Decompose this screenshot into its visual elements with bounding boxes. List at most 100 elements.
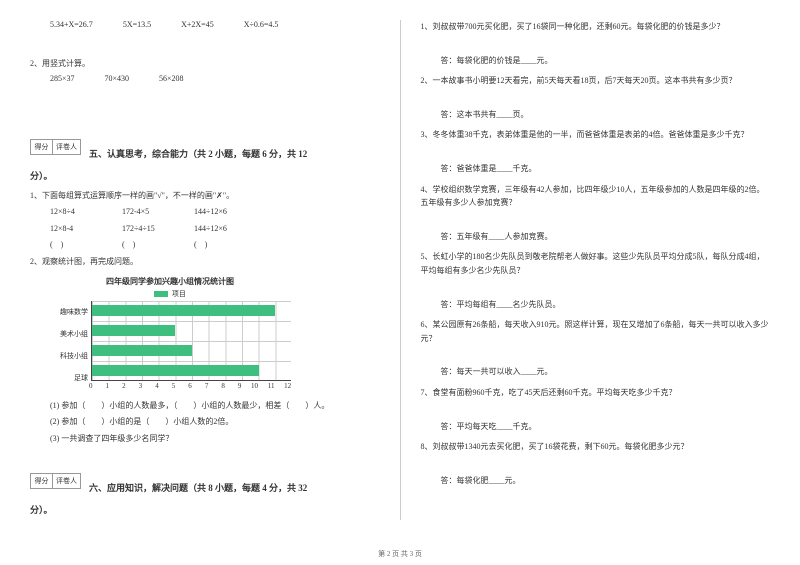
left-column: 5.34+X=26.7 5X=13.5 X+2X=45 X÷0.6=4.5 2、…	[30, 20, 380, 520]
vertical-calc-row: 285×37 70×430 56×208	[30, 74, 380, 83]
word-problem: 8、刘叔叔带1340元去买化肥，买了16袋花费，剩下60元。每袋化肥多少元？ 答：…	[421, 440, 771, 490]
problem-answer-line: 答：平均每天吃____千克。	[441, 420, 771, 434]
chart-category-label: 美术小组	[60, 324, 88, 344]
bar-chart: 四年级同学参加兴趣小组情况统计图 项目 趣味数学美术小组科技小组足球 01234…	[30, 276, 380, 390]
spacer	[421, 34, 771, 48]
chart-x-tick: 9	[225, 382, 242, 390]
problem-question: 2、一本故事书小明要12天看完，前5天每天看18页，后7天每天20页。这本书共有…	[421, 74, 771, 88]
s5-q2-sub: (1) 参加（ ）小组的人数最多，（ ）小组的人数最少，相差（ ）人。	[30, 399, 380, 413]
problem-answer-line: 答：这本书共有____页。	[441, 108, 771, 122]
chart-x-tick: 1	[93, 382, 110, 390]
chart-x-tick: 7	[192, 382, 209, 390]
right-column: 1、刘叔叔带700元买化肥，买了16袋同一种化肥，还剩60元。每袋化肥的价钱是多…	[421, 20, 771, 520]
problem-answer-line: 答：爸爸体重是____千克。	[441, 162, 771, 176]
s5-q1-row: ( ) ( ) ( )	[30, 238, 380, 252]
chart-x-axis: 0123456789101112	[91, 381, 291, 390]
legend-label: 项目	[172, 290, 186, 298]
section-6-header: 得分 评卷人 六、应用知识，解决问题（共 8 小题，每题 4 分，共 32	[30, 473, 380, 494]
problem-question: 7、食堂有面粉960千克，吃了45天后还剩60千克。平均每天吃多少千克？	[421, 386, 771, 400]
chart-plot-area	[91, 301, 291, 381]
equation-item: 5X=13.5	[123, 20, 151, 29]
chart-bar	[92, 345, 192, 356]
spacer	[421, 454, 771, 468]
problem-answer-line: 答：每袋化肥的价钱是____元。	[441, 54, 771, 68]
spacer	[421, 400, 771, 414]
equation-item: X÷0.6=4.5	[244, 20, 279, 29]
chart-x-tick: 12	[275, 382, 292, 390]
blank: ( )	[194, 238, 264, 252]
equation-row: 5.34+X=26.7 5X=13.5 X+2X=45 X÷0.6=4.5	[30, 20, 380, 29]
problem-question: 6、某公园原有26条船，每天收入910元。照这样计算，现在又增加了6条船，每天一…	[421, 318, 771, 345]
chart-category-label: 科技小组	[60, 346, 88, 366]
problem-answer-line: 答：平均每组有____名少先队员。	[441, 298, 771, 312]
spacer	[421, 210, 771, 224]
chart-bar	[92, 365, 259, 376]
calc-item: 56×208	[159, 74, 184, 83]
score-box: 得分 评卷人	[30, 473, 81, 489]
grader-label: 评卷人	[53, 474, 80, 488]
chart-x-tick: 2	[109, 382, 126, 390]
problem-question: 3、冬冬体重38千克，表弟体重是他的一半，而爸爸体重是表弟的4倍。爸爸体重是多少…	[421, 128, 771, 142]
s5-q1-row: 12×8-4 172÷4÷15 144÷12×6	[30, 222, 380, 236]
chart-x-tick: 6	[175, 382, 192, 390]
problem-answer-line: 答：每天一共可以收入____元。	[441, 365, 771, 379]
equation-item: 5.34+X=26.7	[50, 20, 93, 29]
legend-swatch	[154, 291, 168, 297]
page-footer: 第 2 页 共 3 页	[0, 549, 800, 559]
score-box: 得分 评卷人	[30, 139, 81, 155]
equation-item: X+2X=45	[181, 20, 214, 29]
blank: ( )	[50, 238, 120, 252]
word-problem: 6、某公园原有26条船，每天收入910元。照这样计算，现在又增加了6条船，每天一…	[421, 318, 771, 382]
expr: 172÷4÷15	[122, 222, 192, 236]
chart-x-tick: 11	[258, 382, 275, 390]
spacer	[421, 345, 771, 359]
word-problem: 2、一本故事书小明要12天看完，前5天每天看18页，后7天每天20页。这本书共有…	[421, 74, 771, 124]
word-problem: 7、食堂有面粉960千克，吃了45天后还剩60千克。平均每天吃多少千克？ 答：平均…	[421, 386, 771, 436]
expr: 172-4×5	[122, 205, 192, 219]
section-5-header: 得分 评卷人 五、认真思考，综合能力（共 2 小题，每题 6 分，共 12	[30, 139, 380, 160]
worksheet-page: 5.34+X=26.7 5X=13.5 X+2X=45 X÷0.6=4.5 2、…	[0, 0, 800, 530]
chart-bar	[92, 305, 275, 316]
expr: 144÷12×6	[194, 205, 264, 219]
problem-question: 5、长虹小学的180名少先队员到敬老院帮老人做好事。这些少先队员平均分成5队，每…	[421, 250, 771, 277]
chart-x-tick: 3	[126, 382, 143, 390]
chart-title: 四年级同学参加兴趣小组情况统计图	[60, 276, 280, 287]
spacer	[421, 88, 771, 102]
chart-bar	[92, 325, 175, 336]
grader-label: 评卷人	[53, 140, 80, 154]
chart-x-tick: 5	[159, 382, 176, 390]
chart-x-tick: 4	[142, 382, 159, 390]
s5-q2: 2、观察统计图，再完成问题。	[30, 255, 380, 269]
expr: 144÷12×6	[194, 222, 264, 236]
s5-q2-sub: (2) 参加（ ）小组的是（ ）小组人数的2倍。	[30, 415, 380, 429]
word-problem: 3、冬冬体重38千克，表弟体重是他的一半，而爸爸体重是表弟的4倍。爸爸体重是多少…	[421, 128, 771, 178]
spacer	[421, 278, 771, 292]
word-problem: 4、学校组织数学竞赛，三年级有42人参加，比四年级少10人，五年级参加的人数是四…	[421, 183, 771, 247]
score-label: 得分	[31, 140, 53, 154]
chart-category-label: 足球	[60, 368, 88, 388]
chart-x-tick: 8	[208, 382, 225, 390]
problem-question: 1、刘叔叔带700元买化肥，买了16袋同一种化肥，还剩60元。每袋化肥的价钱是多…	[421, 20, 771, 34]
score-label: 得分	[31, 474, 53, 488]
s5-q1: 1、下面每组算式运算顺序一样的画"√"，不一样的画"✗"。	[30, 189, 380, 203]
problem-question: 8、刘叔叔带1340元去买化肥，买了16袋花费，剩下60元。每袋化肥多少元？	[421, 440, 771, 454]
section-6-tail: 分）。	[30, 503, 380, 516]
problem-answer-line: 答：五年级有____人参加竞赛。	[441, 230, 771, 244]
chart-category-label: 趣味数学	[60, 302, 88, 322]
s5-q1-row: 12×8÷4 172-4×5 144÷12×6	[30, 205, 380, 219]
chart-legend: 项目	[60, 289, 280, 299]
problem-answer-line: 答：每袋化肥____元。	[441, 474, 771, 488]
chart-body: 趣味数学美术小组科技小组足球 0123456789101112	[60, 301, 380, 390]
s5-q2-sub: (3) 一共调查了四年级多少名同学？	[30, 432, 380, 446]
calc-item: 285×37	[50, 74, 75, 83]
problem-question: 4、学校组织数学竞赛，三年级有42人参加，比四年级少10人，五年级参加的人数是四…	[421, 183, 771, 210]
blank: ( )	[122, 238, 192, 252]
expr: 12×8÷4	[50, 205, 120, 219]
chart-y-labels: 趣味数学美术小组科技小组足球	[60, 301, 91, 390]
section-5-tail: 分）。	[30, 169, 380, 182]
calc-item: 70×430	[105, 74, 130, 83]
spacer	[421, 142, 771, 156]
word-problem: 5、长虹小学的180名少先队员到敬老院帮老人做好事。这些少先队员平均分成5队，每…	[421, 250, 771, 314]
expr: 12×8-4	[50, 222, 120, 236]
column-divider	[400, 20, 401, 520]
